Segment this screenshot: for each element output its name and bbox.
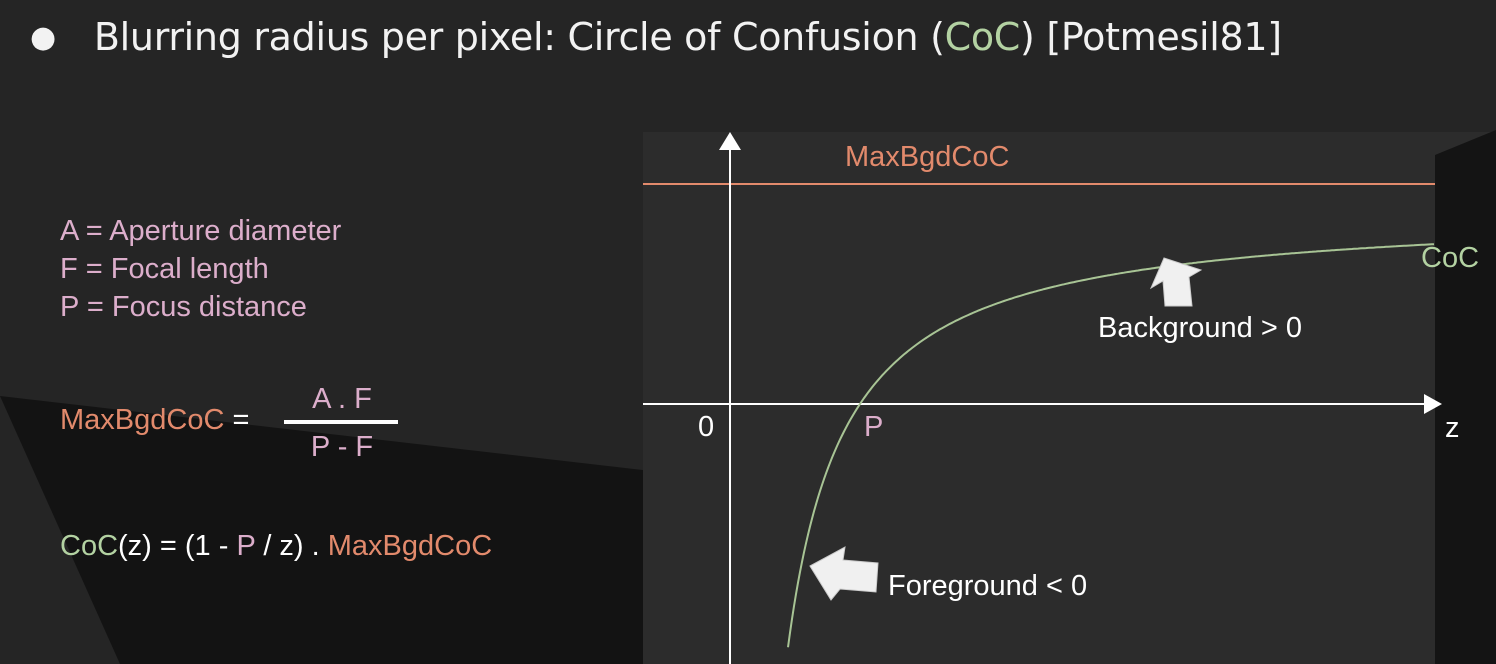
background-arrow (1149, 257, 1203, 307)
x-axis-arrowhead (1424, 394, 1442, 414)
z-label: z (1445, 412, 1460, 444)
foreground-arrow (809, 546, 879, 601)
coc-curve-label: CoC (1421, 242, 1479, 274)
p-label: P (864, 411, 883, 443)
definition-aperture: A = Aperture diameter (60, 215, 342, 247)
diagram-panel (643, 132, 1496, 664)
formula-lhs: MaxBgdCoC = (60, 404, 249, 437)
coc-curve (787, 243, 1435, 648)
formula-equals: = (224, 404, 250, 436)
formula-max-label: MaxBgdCoC (60, 404, 225, 436)
coc-formula-part2: / z) . (255, 530, 328, 562)
coc-formula-part1: (z) = (1 - (118, 530, 237, 562)
foreground-label: Foreground < 0 (888, 570, 1087, 602)
fraction-denominator: P - F (310, 431, 374, 463)
title-prefix: Blurring radius per pixel: Circle of Con… (93, 15, 945, 59)
bullet: ● (30, 19, 56, 55)
slide-title: ● Blurring radius per pixel: Circle of C… (30, 12, 1282, 62)
origin-label: 0 (698, 411, 714, 443)
fraction-numerator: A . F (312, 383, 372, 415)
variable-definitions: A = Aperture diameter F = Focal length P… (60, 212, 341, 326)
coc-formula-max: MaxBgdCoC (327, 530, 493, 562)
bottom-mid-dark-shape (0, 396, 643, 664)
background-label: Background > 0 (1098, 312, 1302, 344)
title-coc: CoC (944, 15, 1021, 59)
y-axis-arrowhead (719, 132, 741, 150)
coc-formula-p: P (236, 530, 256, 562)
fraction-bar (284, 420, 398, 424)
fraction: A . F P - F (284, 382, 400, 464)
title-suffix: ) [Potmesil81] (1020, 15, 1282, 59)
coc-formula-coc: CoC (60, 530, 119, 562)
definition-focus-distance: P = Focus distance (60, 291, 307, 323)
coc-formula: CoC(z) = (1 - P / z) . MaxBgdCoC (60, 530, 492, 563)
max-bgd-coc-label: MaxBgdCoC (845, 141, 1009, 173)
right-edge-dark-shape (1435, 130, 1496, 664)
definition-focal-length: F = Focal length (60, 253, 269, 285)
